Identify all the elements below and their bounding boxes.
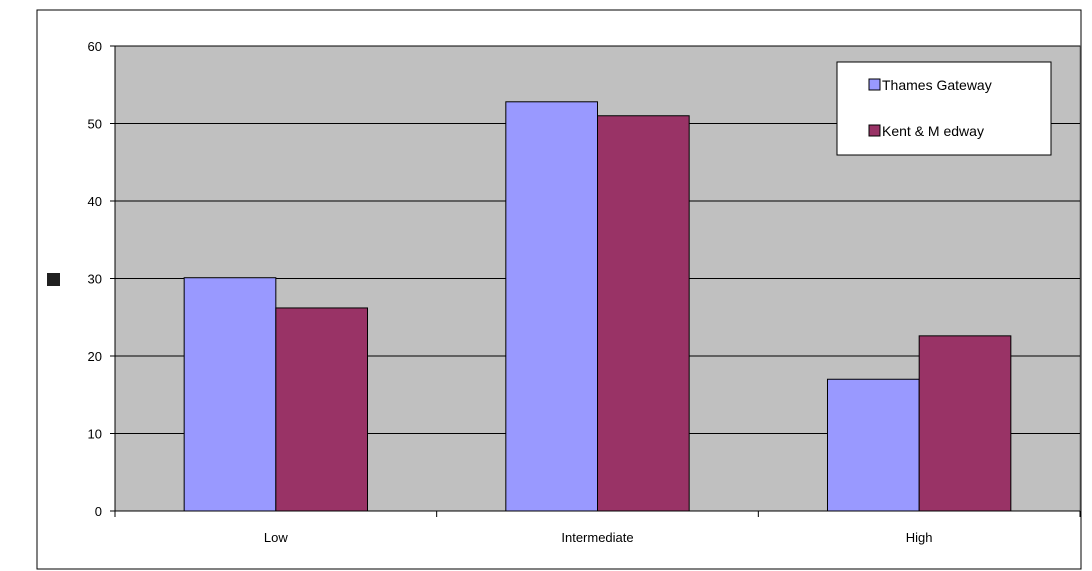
x-tick-label: Low bbox=[264, 530, 288, 545]
legend-label: Kent & M edway bbox=[882, 123, 984, 139]
y-tick-label: 60 bbox=[88, 39, 102, 54]
legend-label: Thames Gateway bbox=[882, 77, 992, 93]
y-tick-label: 40 bbox=[88, 194, 102, 209]
legend-swatch bbox=[868, 78, 881, 91]
y-axis-label-marker bbox=[47, 273, 60, 286]
legend: Thames Gateway Kent & M edway bbox=[836, 61, 1052, 156]
x-tick-label: Intermediate bbox=[561, 530, 633, 545]
bar-thames-gateway-low bbox=[183, 277, 277, 512]
y-tick-label: 30 bbox=[88, 272, 102, 287]
y-tick-label: 0 bbox=[95, 504, 102, 519]
x-tick-label: High bbox=[906, 530, 933, 545]
bar-kent-m-edway-low bbox=[275, 307, 369, 512]
y-tick-label: 20 bbox=[88, 349, 102, 364]
legend-swatch bbox=[868, 124, 881, 137]
bars bbox=[183, 101, 1012, 512]
y-tick-label: 50 bbox=[88, 117, 102, 132]
y-tick-label: 10 bbox=[88, 427, 102, 442]
legend-box bbox=[836, 61, 1052, 156]
y-axis-label-group bbox=[47, 273, 60, 286]
bar-thames-gateway-high bbox=[826, 378, 920, 512]
axes: 0 10 20 30 40 50 60 Low Intermediate High bbox=[88, 39, 1081, 545]
bar-thames-gateway-intermediate bbox=[505, 101, 599, 512]
bar-kent-m-edway-high bbox=[918, 335, 1012, 512]
bar-kent-m-edway-intermediate bbox=[597, 115, 690, 512]
